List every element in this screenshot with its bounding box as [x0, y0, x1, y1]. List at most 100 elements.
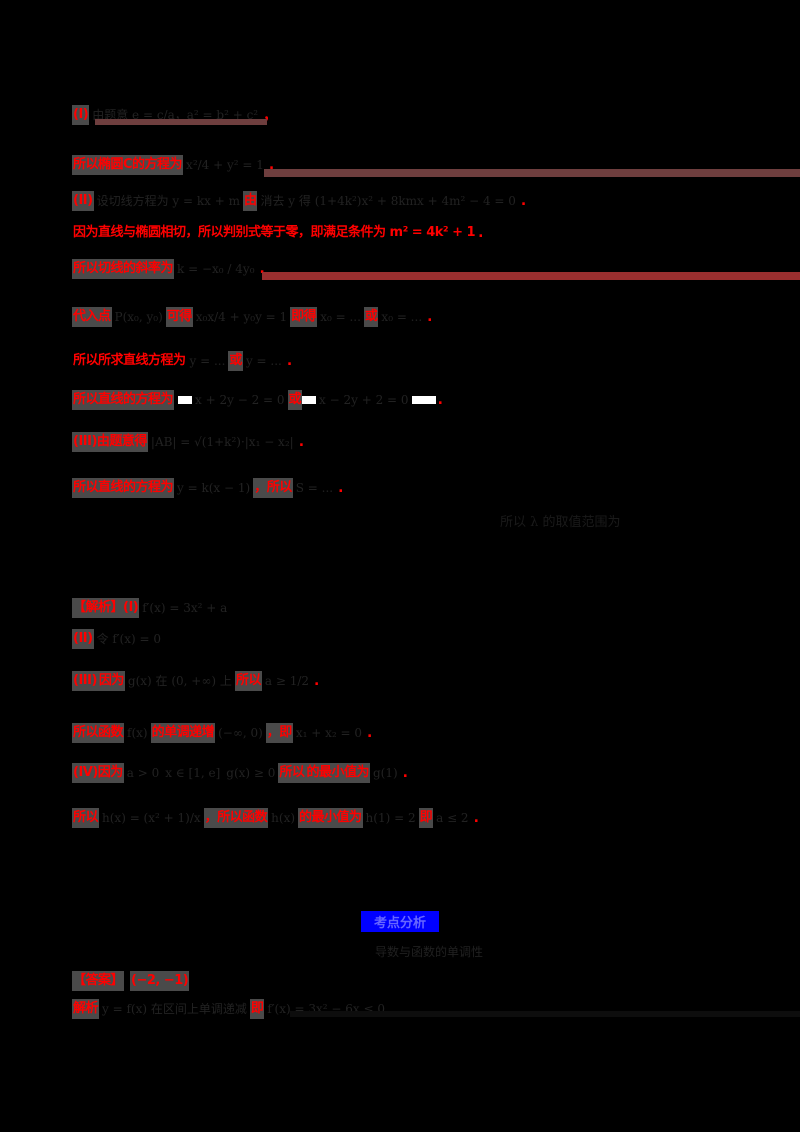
formula: a ≤ 2 [436, 811, 469, 825]
doc-line-15: (IV)因为 a > 0 x ∈ [1, e] g(x) ≥ 0 所以 的最小值… [72, 762, 408, 784]
rule-line [262, 272, 800, 280]
doc-line-5: 所以切线的斜率为 k = −x₀ / 4y₀ . [72, 258, 265, 280]
formula: |AB| = √(1+k²)·|x₁ − x₂| [150, 435, 294, 449]
answer-label: 【答案】 [72, 971, 125, 991]
formula: y = ... [189, 354, 226, 368]
solution-line: 解析 y = f(x) 在区间上单调递减 即 f′(x) = 3x² − 6x … [72, 998, 388, 1020]
highlight-text: 可得 [165, 307, 193, 327]
punctuation: . [366, 725, 373, 741]
highlight-text: 或 [228, 351, 243, 371]
highlight-text: 的单调递增 [150, 723, 216, 743]
punctuation: . [298, 434, 305, 450]
solution-label: 【解析】(I) [72, 598, 140, 618]
punctuation: . [402, 765, 408, 781]
punctuation: . [259, 261, 265, 277]
punctuation: . [427, 309, 433, 325]
formula: g(x) ≥ 0 [226, 766, 276, 780]
highlight-text: 代入点 [72, 307, 112, 327]
formula: x ∈ [1, e] [165, 766, 221, 780]
section-subtitle: 导数与函数的单调性 [375, 945, 484, 959]
highlight-text: 所以函数 [72, 723, 125, 743]
doc-line-2: 所以椭圆C的方程为 x²/4 + y² = 1 . [72, 154, 274, 176]
formula: h(1) = 2 [365, 811, 416, 825]
doc-line-3: (II) 设切线方程为 y = kx + m 由 消去 y 得 (1+4k²)x… [72, 190, 526, 212]
formula: f′(x) = 3x² + a [142, 601, 228, 615]
part-label: (II) [72, 629, 94, 649]
punctuation: . [314, 673, 320, 689]
highlight-text: 所以椭圆C的方程为 [72, 155, 184, 175]
formula: y = k(x − 1) [177, 481, 251, 495]
highlight-text: 所以直线的方程为 [72, 478, 175, 498]
underline-rule [95, 119, 267, 125]
highlight-text: ，所以 [253, 478, 293, 498]
doc-line-11: 【解析】(I) f′(x) = 3x² + a [72, 597, 230, 619]
punctuation: . [473, 810, 479, 826]
formula: x − 2y + 2 = 0 [319, 393, 409, 407]
formula: y = ... [245, 354, 282, 368]
part-label: (I) [72, 105, 90, 125]
formula: P(x₀, y₀) [114, 310, 163, 324]
highlight-text: 所以直线的方程为 [72, 390, 175, 410]
punctuation: . [338, 480, 344, 496]
answer-line: 【答案】 (−2, −1) [72, 970, 190, 992]
part-label: (III) [72, 671, 98, 691]
highlight-text: 所以 [234, 671, 262, 691]
formula: a ≥ 1/2 [264, 674, 310, 688]
formula: x₀ = ... [320, 310, 361, 324]
formula: g(1) [372, 766, 398, 780]
doc-line-7: 所以所求直线方程为 y = ... 或 y = ... . [72, 350, 292, 372]
formula: 由题意 e = c/a，a² = b² + c² [92, 108, 259, 122]
formula: x²/4 + y² = 1 [186, 158, 264, 172]
highlight-text: ，即 [265, 723, 293, 743]
formula: k = −x₀ / 4y₀ [177, 262, 255, 276]
answer-hint: 所以 λ 的取值范围为 [500, 515, 621, 530]
formula: x₁ + x₂ = 0 [295, 726, 362, 740]
formula: (−∞, 0) [218, 726, 263, 740]
highlight-text: 的最小值为 [305, 763, 370, 783]
highlight-text: 因为 [97, 671, 125, 691]
part-label: (II) [72, 191, 94, 211]
highlight-text: 即得 [290, 307, 318, 327]
part-label: (IV)因为 [72, 763, 124, 783]
formula: g(x) 在 (0, +∞) 上 [127, 674, 232, 688]
solution-label: 解析 [72, 999, 100, 1019]
highlight-text: 的最小值为 [298, 808, 363, 828]
highlight-text: 或 [363, 307, 379, 327]
formula: x₀x/4 + y₀y = 1 [195, 310, 288, 324]
highlight-text: ，所以函数 [203, 808, 269, 828]
redaction-block [411, 396, 436, 404]
doc-line-12: (II) 令 f′(x) = 0 [72, 628, 164, 650]
punctuation: . [478, 225, 484, 241]
highlight-text: 所以 [278, 763, 306, 783]
formula: S = ... [295, 481, 334, 495]
formula: y = f(x) 在区间上单调递减 [102, 1002, 247, 1016]
highlight-text: 所以所求直线方程为 [73, 353, 186, 368]
formula: 设切线方程为 y = kx + m [96, 194, 240, 208]
rule-line [290, 1011, 800, 1017]
redaction-block [178, 396, 193, 404]
doc-line-4: 因为直线与椭圆相切，所以判别式等于零，即满足条件为 m² = 4k² + 1 . [72, 222, 483, 244]
punctuation: . [520, 193, 527, 209]
formula: h(x) = (x² + 1)/x [102, 811, 201, 825]
punctuation: . [268, 157, 275, 173]
part-label: (III)由题意得 [72, 432, 148, 452]
answer-value: (−2, −1) [130, 971, 190, 991]
highlight-text: 或 [287, 390, 303, 410]
doc-line-8: 所以直线的方程为 x + 2y − 2 = 0 或 x − 2y + 2 = 0… [72, 389, 443, 411]
highlight-text: 所以 [72, 808, 100, 828]
doc-line-9: (III)由题意得 |AB| = √(1+k²)·|x₁ − x₂| . [72, 431, 304, 453]
formula: h(x) [271, 811, 296, 825]
rule-line [264, 169, 800, 177]
formula: x₀ = ... [381, 310, 423, 324]
formula: f(x) [127, 726, 148, 740]
highlight-text: 即 [249, 999, 265, 1019]
highlight-text: 由 [242, 191, 258, 211]
highlight-text: 所以切线的斜率为 [72, 259, 175, 279]
formula: 令 f′(x) = 0 [96, 632, 161, 646]
doc-line-16: 所以 h(x) = (x² + 1)/x ，所以函数 h(x) 的最小值为 h(… [72, 807, 479, 829]
punctuation: . [437, 392, 443, 408]
redaction-block [302, 396, 317, 404]
doc-line-6: 代入点 P(x₀, y₀) 可得 x₀x/4 + y₀y = 1 即得 x₀ =… [72, 306, 432, 328]
doc-line-14: 所以函数 f(x) 的单调递增 (−∞, 0) ，即 x₁ + x₂ = 0 . [72, 722, 372, 744]
formula: x + 2y − 2 = 0 [195, 393, 285, 407]
